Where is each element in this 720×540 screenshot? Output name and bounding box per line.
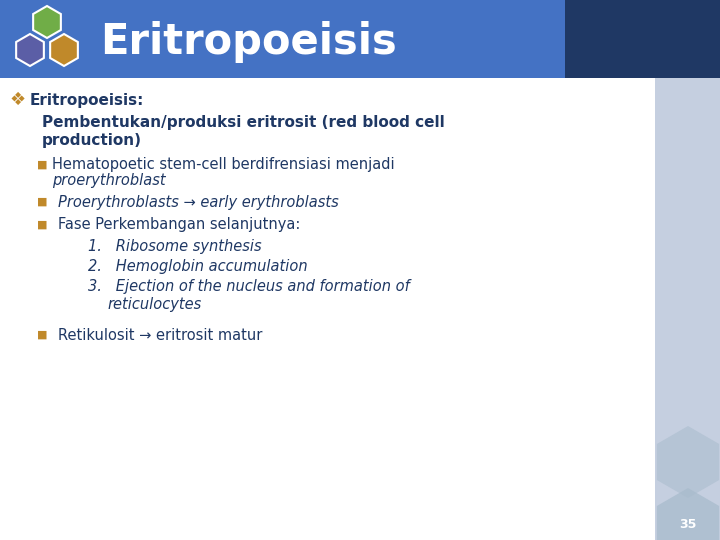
Text: Eritropoeisis: Eritropoeisis: [100, 21, 397, 63]
Text: Hematopoetic stem-cell berdifrensiasi menjadi: Hematopoetic stem-cell berdifrensiasi me…: [52, 158, 395, 172]
Polygon shape: [33, 6, 61, 38]
FancyBboxPatch shape: [655, 0, 720, 540]
Text: ■: ■: [37, 160, 48, 170]
Text: Pembentukan/produksi eritrosit (red blood cell: Pembentukan/produksi eritrosit (red bloo…: [42, 114, 445, 130]
Text: ■: ■: [37, 220, 48, 230]
Text: Proerythroblasts → early erythroblasts: Proerythroblasts → early erythroblasts: [58, 194, 338, 210]
Polygon shape: [657, 488, 719, 540]
Text: 35: 35: [679, 517, 697, 530]
Text: proerythroblast: proerythroblast: [52, 173, 166, 188]
Text: production): production): [42, 132, 142, 147]
Text: ■: ■: [37, 197, 48, 207]
Text: Fase Perkembangan selanjutnya:: Fase Perkembangan selanjutnya:: [58, 218, 300, 233]
Text: ■: ■: [37, 330, 48, 340]
Text: Retikulosit → eritrosit matur: Retikulosit → eritrosit matur: [58, 327, 262, 342]
FancyBboxPatch shape: [0, 0, 720, 78]
Text: 2.   Hemoglobin accumulation: 2. Hemoglobin accumulation: [88, 260, 307, 274]
Polygon shape: [50, 34, 78, 66]
Text: reticulocytes: reticulocytes: [107, 298, 202, 313]
Text: 3.   Ejection of the nucleus and formation of: 3. Ejection of the nucleus and formation…: [88, 280, 410, 294]
Polygon shape: [16, 34, 44, 66]
Text: ❖: ❖: [10, 91, 26, 109]
FancyBboxPatch shape: [565, 0, 720, 78]
Text: 1.   Ribosome synthesis: 1. Ribosome synthesis: [88, 240, 261, 254]
Text: Eritropoeisis:: Eritropoeisis:: [30, 92, 145, 107]
Polygon shape: [657, 426, 719, 498]
